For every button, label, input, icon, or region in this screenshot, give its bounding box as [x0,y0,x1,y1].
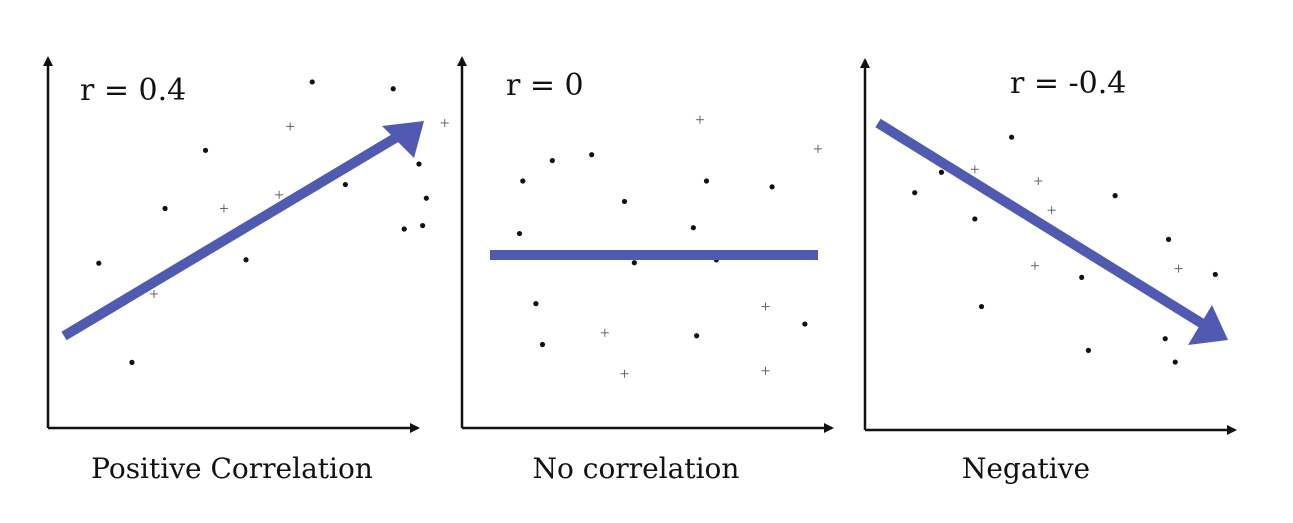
data-point [1008,134,1015,140]
data-point [539,341,546,348]
data-point [243,257,249,263]
data-point [401,226,407,232]
data-point [96,260,102,266]
data-point [342,181,348,188]
data-point [309,79,315,85]
data-point [129,359,135,365]
data-point [802,321,808,327]
data-point [423,195,429,201]
data-point [516,230,523,237]
cross-point [620,369,629,378]
data-point [533,301,539,307]
data-point [416,161,422,167]
data-point [162,205,168,212]
data-point [1085,347,1091,353]
cross-point [286,122,295,131]
data-point [703,178,710,184]
cross-point [695,115,704,124]
cross-point [761,366,770,375]
trend-arrow [61,129,405,341]
data-point [978,303,985,310]
cross-point [219,204,228,213]
cross-point [814,144,822,153]
data-point [694,333,700,339]
correlation-value-label: r = 0 [506,68,584,103]
trend-arrow-head [1188,305,1228,345]
data-point [1079,274,1085,280]
data-point [202,147,209,153]
data-point [1112,193,1118,199]
panel-1: r = 0.4 Positive Correlation [43,56,449,485]
cross-point [1174,264,1183,273]
data-point [549,157,555,164]
cross-point [275,190,284,199]
data-point [1165,236,1172,242]
data-point [912,190,918,196]
correlation-value-label: r = -0.4 [1010,66,1126,101]
data-point [390,86,396,92]
panel-2: r = 0 No correlation [457,56,834,485]
trend-arrow [875,118,1209,331]
data-point [1162,336,1168,342]
trend-arrow-head [382,121,424,158]
cross-point [440,118,449,127]
data-point [420,222,426,229]
cross-point [1047,206,1056,215]
data-point [520,178,526,184]
data-point [938,169,945,175]
cross-point [1030,261,1039,270]
panel-3: r = -0.4 Negative [860,58,1237,485]
data-point [972,216,978,222]
panel-caption: Positive Correlation [91,452,373,485]
data-point [1172,359,1178,365]
data-point [589,152,595,158]
correlation-value-label: r = 0.4 [80,73,186,108]
cross-point [1034,177,1043,185]
data-point [690,225,696,231]
cross-point [761,302,770,311]
data-point [769,184,775,190]
cross-point [970,165,979,174]
panel-caption: No correlation [533,452,740,485]
cross-point [150,289,158,298]
data-point [621,198,628,205]
data-point [631,260,637,266]
panel-caption: Negative [962,452,1090,485]
data-point [1212,271,1218,278]
cross-point [600,328,609,337]
